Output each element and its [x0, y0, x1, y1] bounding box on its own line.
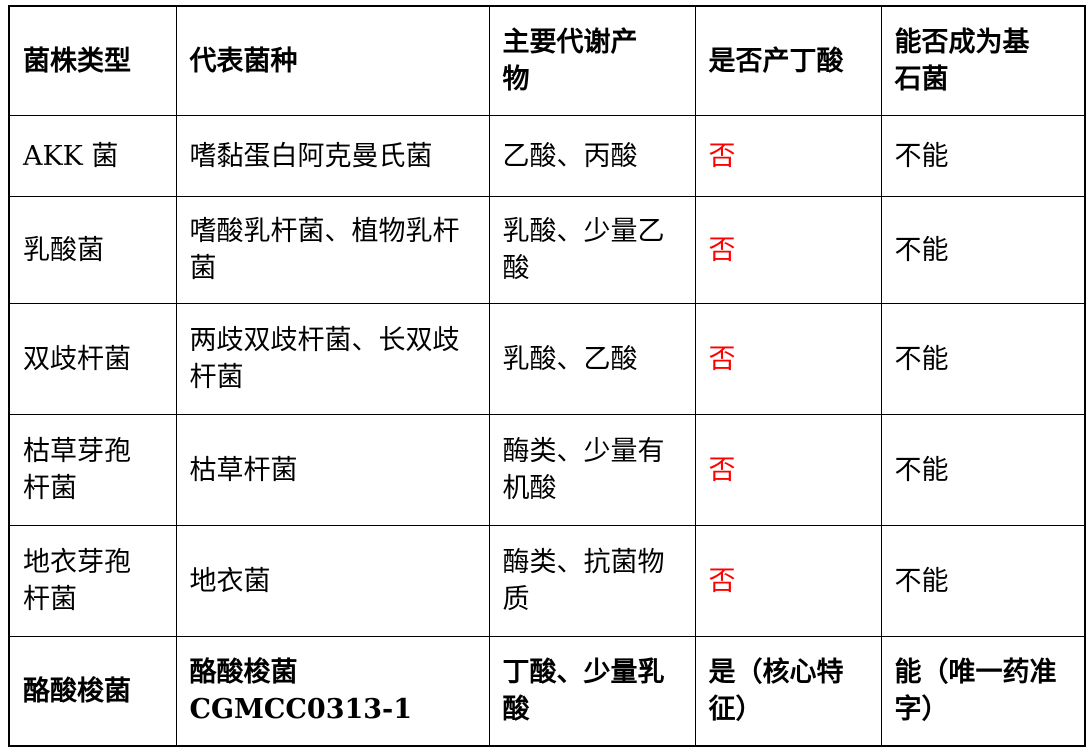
cell-metabolites: 乙酸、丙酸 [488, 115, 696, 197]
cell-metabolites: 丁酸、少量乳 酸 [488, 636, 696, 747]
cell-butyrate: 否 [694, 196, 882, 304]
cell-strain-type: 酪酸梭菌 [8, 636, 177, 747]
cell-butyrate: 是（核心特 征） [694, 636, 882, 747]
header-metabolites: 主要代谢产 物 [488, 5, 696, 116]
header-representative: 代表菌种 [175, 5, 490, 116]
cell-butyrate: 否 [694, 115, 882, 197]
cell-keystone: 不能 [880, 115, 1086, 197]
cell-metabolites: 酶类、抗菌物 质 [488, 525, 696, 637]
cell-strain-type: AKK 菌 [8, 115, 177, 197]
table-row: 地衣芽孢 杆菌 地衣菌 酶类、抗菌物 质 否 不能 [8, 525, 1086, 637]
cell-keystone: 不能 [880, 303, 1086, 415]
cell-metabolites: 乳酸、乙酸 [488, 303, 696, 415]
cell-strain-type: 地衣芽孢 杆菌 [8, 525, 177, 637]
cell-metabolites: 酶类、少量有 机酸 [488, 414, 696, 526]
table-row-highlighted: 酪酸梭菌 酪酸梭菌 CGMCC0313-1 丁酸、少量乳 酸 是（核心特 征） … [8, 636, 1086, 747]
cell-butyrate: 否 [694, 414, 882, 526]
cell-representative: 地衣菌 [175, 525, 490, 637]
strain-comparison-table: 菌株类型 代表菌种 主要代谢产 物 是否产丁酸 能否成为基 石菌 AKK 菌 嗜… [8, 5, 1086, 747]
table-row: 乳酸菌 嗜酸乳杆菌、植物乳杆 菌 乳酸、少量乙 酸 否 不能 [8, 196, 1086, 304]
cell-keystone: 不能 [880, 525, 1086, 637]
cell-keystone: 不能 [880, 414, 1086, 526]
table-row: AKK 菌 嗜黏蛋白阿克曼氏菌 乙酸、丙酸 否 不能 [8, 115, 1086, 197]
cell-keystone: 能（唯一药准 字） [880, 636, 1086, 747]
cell-representative: 嗜酸乳杆菌、植物乳杆 菌 [175, 196, 490, 304]
header-strain-type: 菌株类型 [8, 5, 177, 116]
cell-strain-type: 双歧杆菌 [8, 303, 177, 415]
table-row: 双歧杆菌 两歧双歧杆菌、长双歧 杆菌 乳酸、乙酸 否 不能 [8, 303, 1086, 415]
cell-representative: 两歧双歧杆菌、长双歧 杆菌 [175, 303, 490, 415]
cell-representative: 枯草杆菌 [175, 414, 490, 526]
cell-keystone: 不能 [880, 196, 1086, 304]
cell-representative: 酪酸梭菌 CGMCC0313-1 [175, 636, 490, 747]
cell-representative: 嗜黏蛋白阿克曼氏菌 [175, 115, 490, 197]
cell-metabolites: 乳酸、少量乙 酸 [488, 196, 696, 304]
cell-butyrate: 否 [694, 303, 882, 415]
cell-strain-type: 乳酸菌 [8, 196, 177, 304]
header-butyrate: 是否产丁酸 [694, 5, 882, 116]
table-row: 枯草芽孢 杆菌 枯草杆菌 酶类、少量有 机酸 否 不能 [8, 414, 1086, 526]
cell-strain-type: 枯草芽孢 杆菌 [8, 414, 177, 526]
header-keystone: 能否成为基 石菌 [880, 5, 1086, 116]
cell-butyrate: 否 [694, 525, 882, 637]
table-header-row: 菌株类型 代表菌种 主要代谢产 物 是否产丁酸 能否成为基 石菌 [8, 5, 1086, 116]
